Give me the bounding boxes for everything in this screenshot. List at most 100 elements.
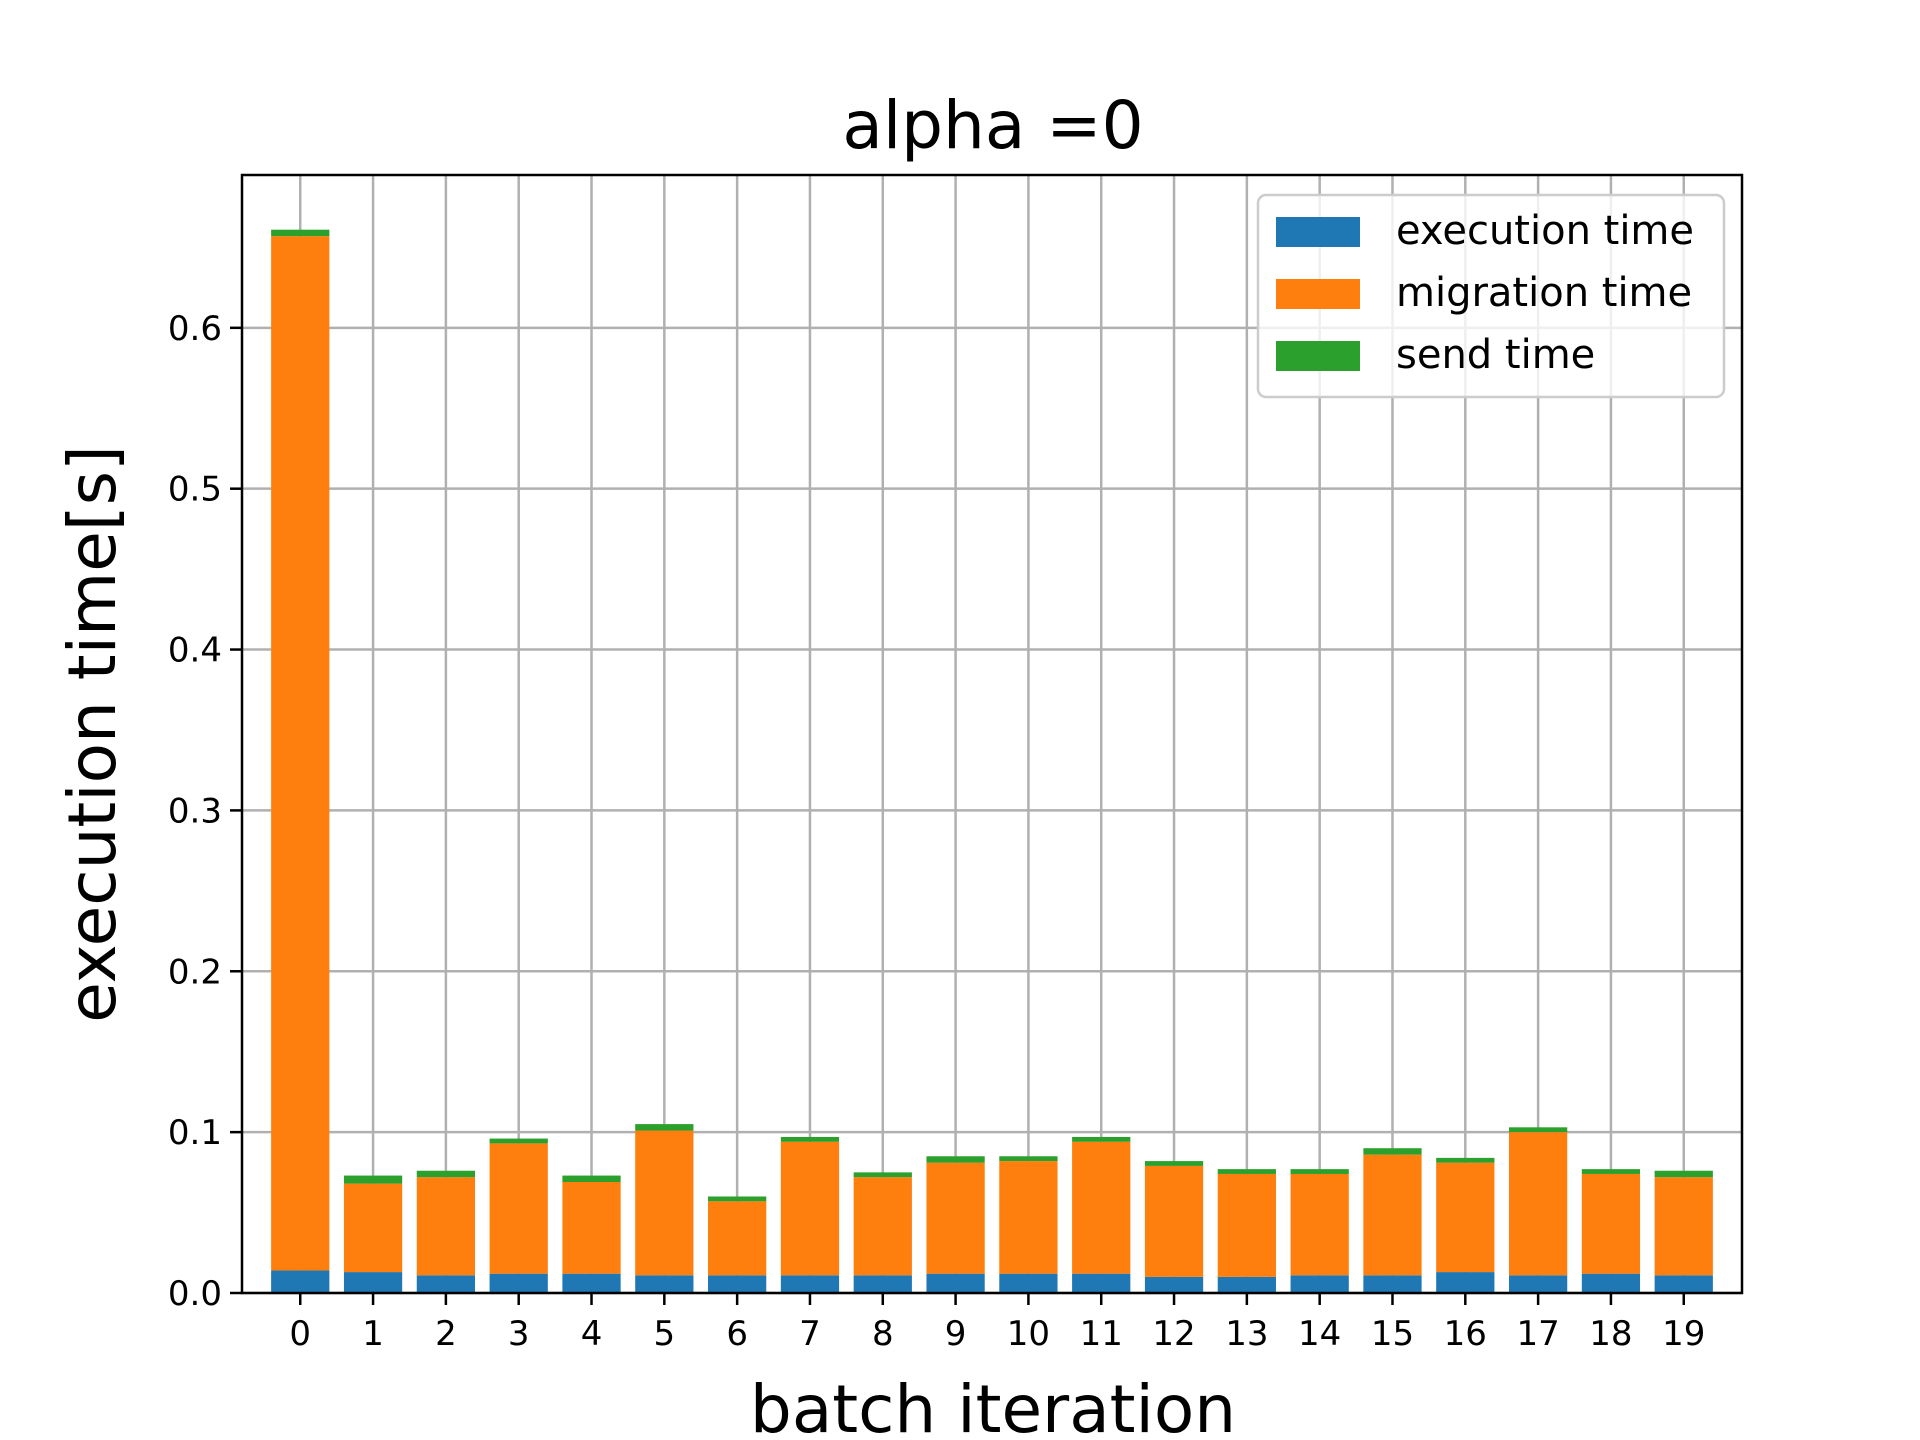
bars: [271, 229, 1713, 1293]
bar-segment-execution-time: [999, 1273, 1058, 1293]
bar-segment-execution-time: [926, 1273, 985, 1293]
bar-segment-execution-time: [1508, 1275, 1568, 1293]
bar-segment-send-time: [999, 1156, 1058, 1162]
x-axis-title: batch iteration: [750, 1371, 1236, 1440]
bar-segment-send-time: [1363, 1148, 1422, 1155]
bar-segment-migration-time: [999, 1161, 1058, 1274]
y-tick-label: 0.3: [168, 791, 222, 831]
legend-label: execution time: [1396, 208, 1694, 254]
x-tick-label: 2: [435, 1314, 457, 1354]
x-tick-label: 10: [1007, 1314, 1050, 1354]
bar-segment-send-time: [1144, 1161, 1204, 1166]
bar-segment-migration-time: [1290, 1173, 1349, 1276]
bar-segment-migration-time: [1581, 1173, 1641, 1274]
x-axis: 0 1 2 3 4 5 6 7 8 9 10 11 12 13 14 15 16 17 18 19: [289, 1293, 1705, 1354]
x-tick-label: 17: [1516, 1314, 1559, 1354]
bar-segment-migration-time: [780, 1141, 840, 1276]
x-tick-label: 4: [581, 1314, 603, 1354]
y-tick-label: 0.6: [168, 309, 222, 349]
legend-label: send time: [1396, 332, 1595, 378]
bar-segment-migration-time: [853, 1177, 912, 1276]
x-tick-label: 19: [1662, 1314, 1705, 1354]
bar-segment-migration-time: [489, 1143, 548, 1274]
bar-segment-migration-time: [708, 1201, 767, 1276]
x-tick-label: 5: [654, 1314, 676, 1354]
bar-segment-migration-time: [1072, 1141, 1131, 1274]
legend-swatch: [1276, 341, 1360, 371]
bar-segment-migration-time: [271, 236, 330, 1271]
y-tick-label: 0.1: [168, 1113, 222, 1153]
bar-segment-migration-time: [416, 1177, 476, 1276]
bar-segment-execution-time: [1436, 1272, 1495, 1293]
bar-segment-send-time: [1581, 1169, 1641, 1174]
bar-segment-execution-time: [489, 1273, 548, 1293]
legend-label: migration time: [1396, 270, 1692, 316]
bar-segment-migration-time: [562, 1182, 621, 1274]
bar-segment-migration-time: [926, 1162, 985, 1274]
bar-segment-send-time: [1072, 1136, 1131, 1142]
bar-segment-migration-time: [635, 1130, 694, 1276]
legend: execution time migration time send time: [1256, 193, 1726, 399]
bar-segment-execution-time: [1290, 1275, 1349, 1293]
bar-segment-send-time: [271, 229, 330, 237]
y-tick-label: 0.4: [168, 631, 222, 671]
bar-segment-execution-time: [780, 1275, 840, 1293]
bar-segment-migration-time: [1363, 1154, 1422, 1276]
bar-segment-send-time: [489, 1138, 548, 1144]
x-tick-label: 12: [1152, 1314, 1195, 1354]
bar-segment-migration-time: [1508, 1132, 1568, 1276]
chart-title: alpha =0: [842, 87, 1143, 164]
bar-segment-send-time: [926, 1156, 985, 1163]
y-axis-title: execution time[s]: [54, 445, 131, 1023]
bar-segment-execution-time: [1581, 1273, 1641, 1293]
bar-segment-send-time: [635, 1124, 694, 1131]
legend-swatch: [1276, 279, 1360, 309]
legend-swatch: [1276, 217, 1360, 247]
x-tick-label: 8: [872, 1314, 894, 1354]
bar-segment-send-time: [1436, 1157, 1495, 1163]
grid-lines: [242, 175, 1742, 1295]
x-tick-label: 14: [1298, 1314, 1341, 1354]
bar-segment-migration-time: [1654, 1177, 1713, 1276]
bar-segment-send-time: [780, 1136, 840, 1142]
bar-segment-send-time: [1217, 1169, 1276, 1174]
bar-segment-execution-time: [1144, 1276, 1204, 1293]
bar-segment-migration-time: [1436, 1162, 1495, 1273]
bar-segment-migration-time: [343, 1183, 403, 1273]
y-tick-label: 0.0: [168, 1274, 222, 1314]
x-tick-label: 1: [362, 1314, 384, 1354]
bar-segment-execution-time: [708, 1275, 767, 1293]
x-tick-label: 15: [1371, 1314, 1414, 1354]
x-tick-label: 13: [1225, 1314, 1268, 1354]
x-tick-label: 11: [1080, 1314, 1123, 1354]
legend-box: [1256, 193, 1726, 399]
x-tick-label: 18: [1589, 1314, 1632, 1354]
bar-segment-send-time: [708, 1196, 767, 1202]
bar-segment-migration-time: [1217, 1173, 1276, 1277]
bar-segment-execution-time: [343, 1272, 403, 1293]
bar-segment-execution-time: [635, 1275, 694, 1293]
bar-segment-execution-time: [562, 1273, 621, 1293]
bar-segment-send-time: [853, 1172, 912, 1178]
y-tick-label: 0.2: [168, 952, 222, 992]
bar-segment-send-time: [1654, 1170, 1713, 1178]
plot-frame: [240, 173, 1744, 1295]
y-axis: 0.0 0.1 0.2 0.3 0.4 0.5 0.6: [168, 309, 242, 1314]
bar-segment-send-time: [416, 1170, 476, 1178]
bar-segment-execution-time: [1072, 1273, 1131, 1293]
y-tick-label: 0.5: [168, 470, 222, 510]
bar-segment-migration-time: [1144, 1165, 1204, 1277]
x-tick-label: 3: [508, 1314, 530, 1354]
x-tick-label: 16: [1444, 1314, 1487, 1354]
bar-segment-execution-time: [1363, 1275, 1422, 1293]
bar-segment-send-time: [1508, 1127, 1568, 1133]
bar-segment-execution-time: [1217, 1276, 1276, 1293]
bar-segment-send-time: [1290, 1169, 1349, 1174]
x-tick-label: 9: [945, 1314, 967, 1354]
bar-segment-execution-time: [853, 1275, 912, 1293]
x-tick-label: 6: [726, 1314, 748, 1354]
x-tick-label: 7: [799, 1314, 821, 1354]
bar-segment-send-time: [562, 1175, 621, 1183]
